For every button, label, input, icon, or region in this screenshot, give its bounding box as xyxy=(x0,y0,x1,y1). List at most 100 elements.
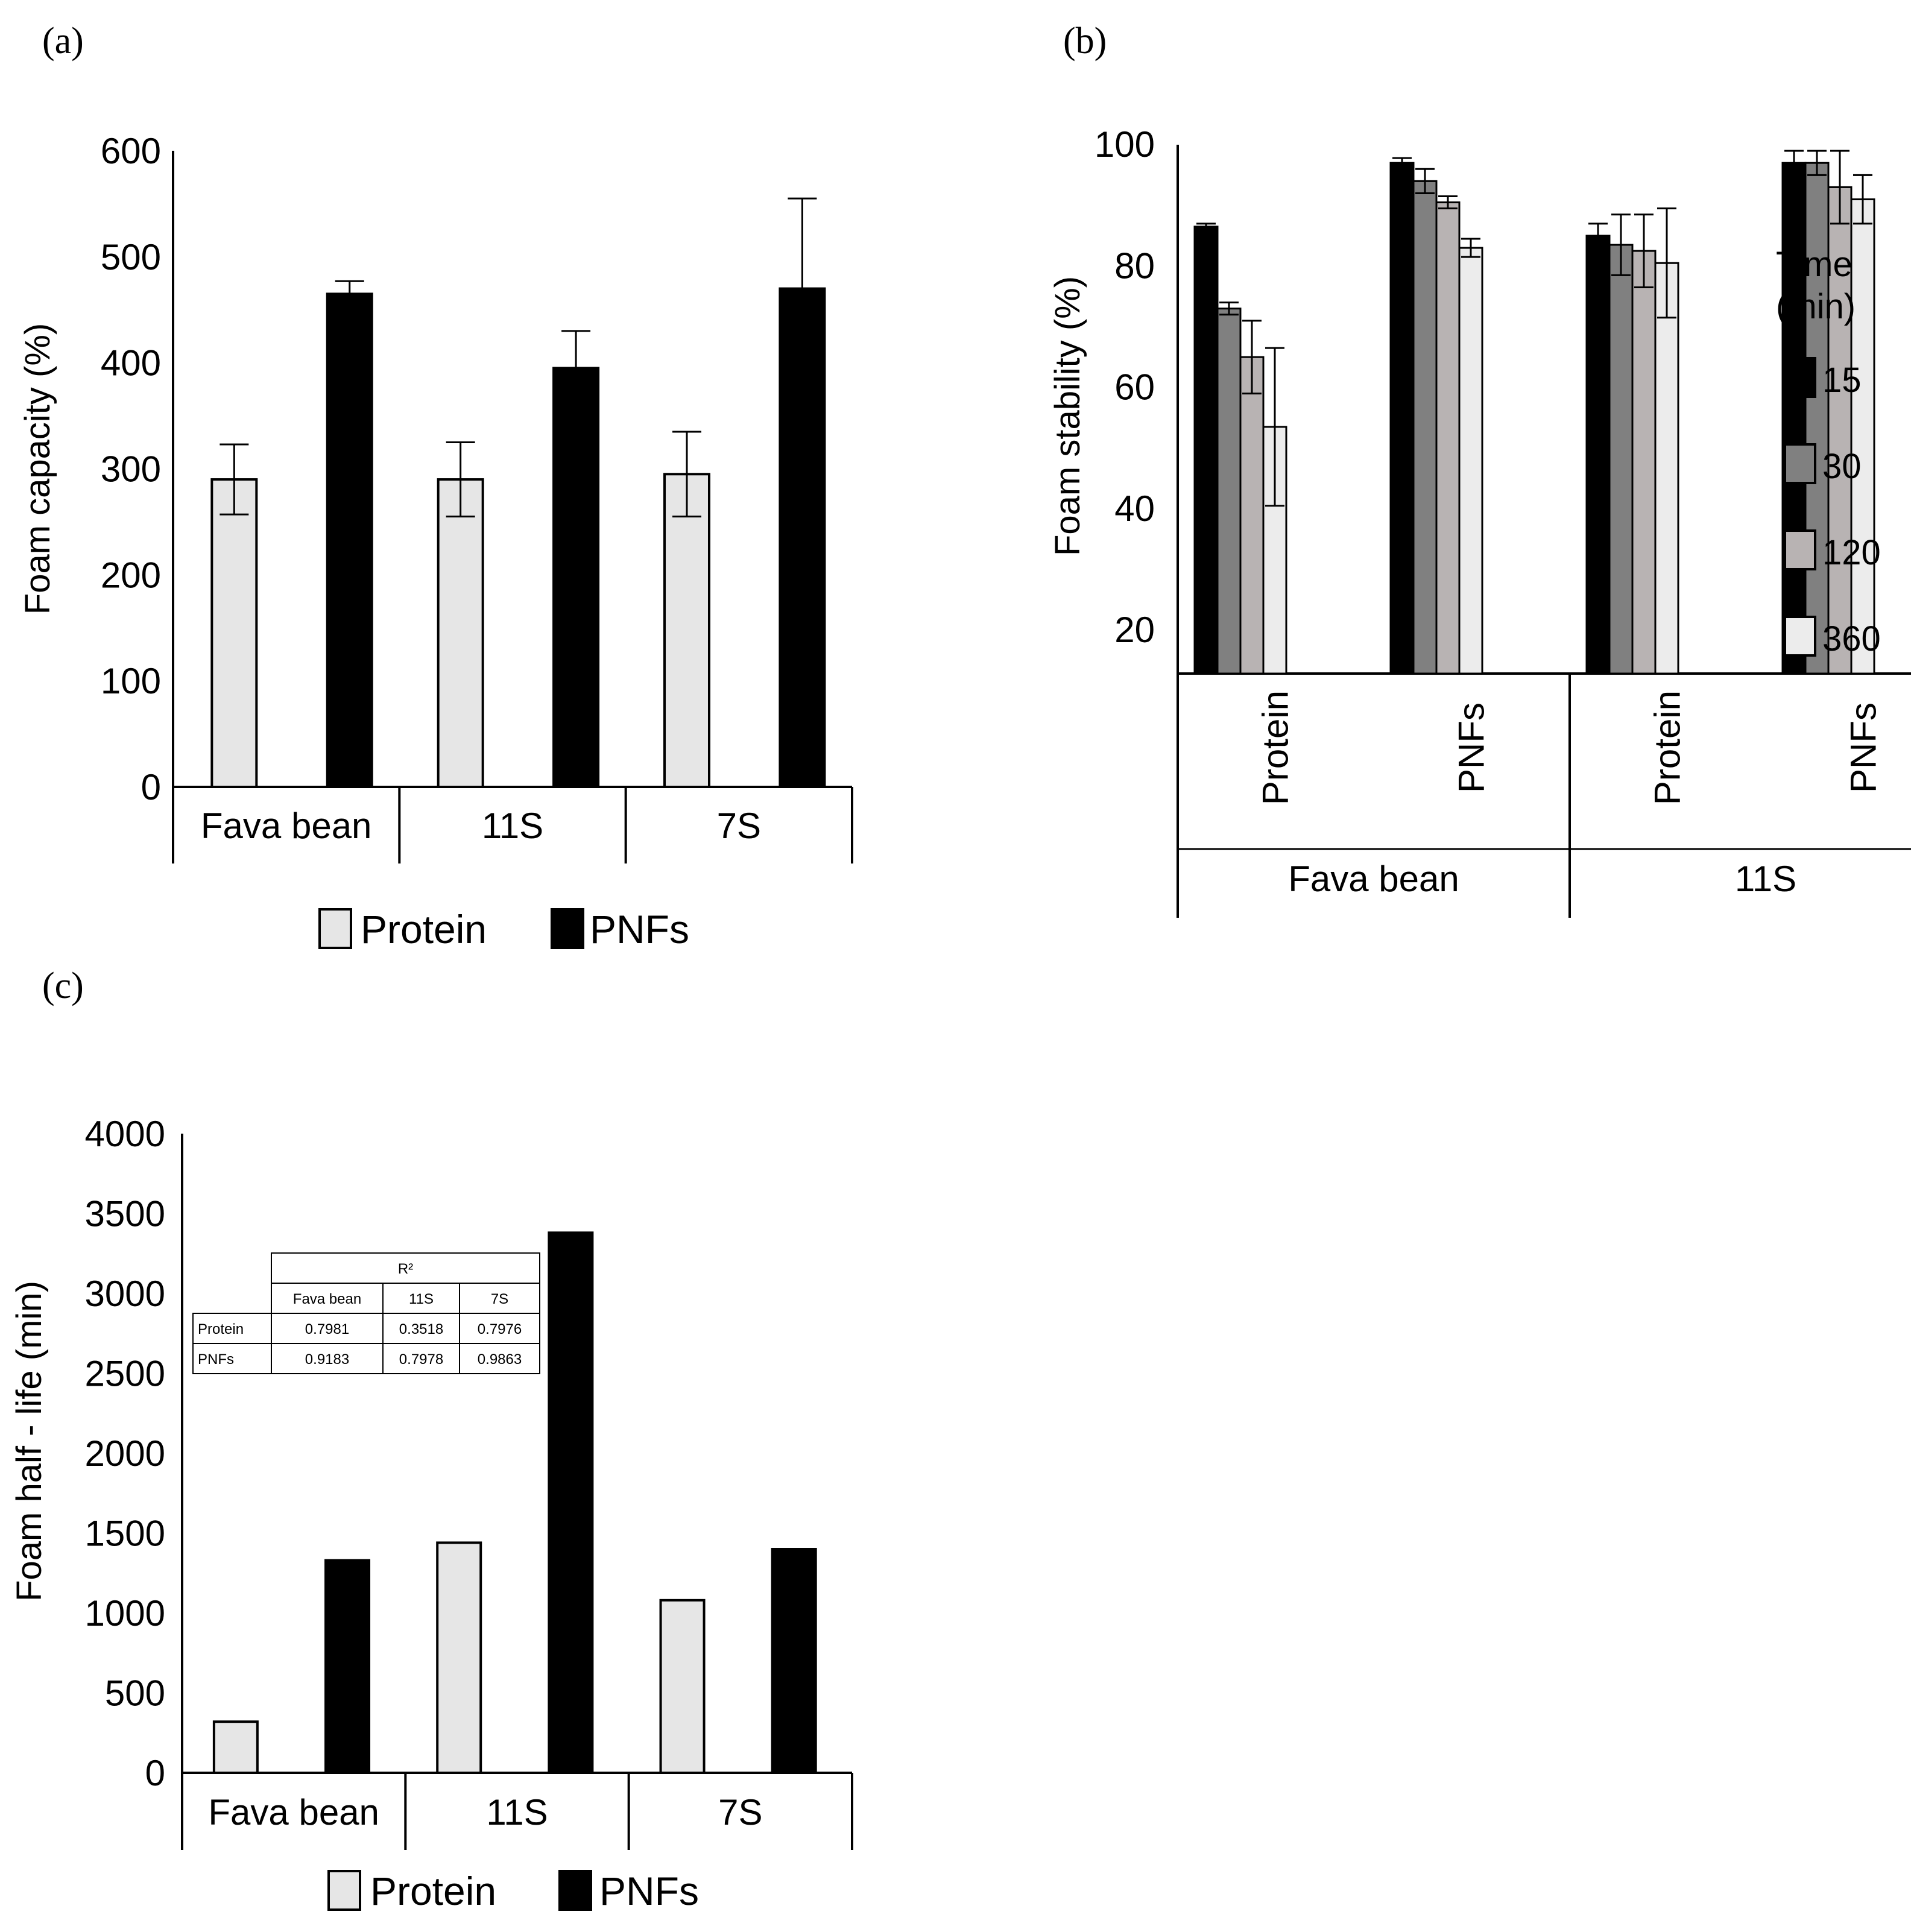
table-row-label: PNFs xyxy=(198,1351,234,1368)
legend-label-t120: 120 xyxy=(1822,533,1881,572)
legend-swatch-t360 xyxy=(1784,616,1816,657)
table-cell: 0.7978 xyxy=(399,1351,443,1368)
bar-protein-0 xyxy=(210,478,258,788)
y-tick-label: 0 xyxy=(141,767,161,807)
y-tick-label: 2500 xyxy=(85,1354,165,1394)
bar-t15-3 xyxy=(1781,162,1807,675)
bar-t15-0 xyxy=(1193,226,1219,675)
bar-pnfs-1 xyxy=(552,367,600,788)
panel-label: (c) xyxy=(42,965,84,1006)
x-category-label: Fava bean xyxy=(201,806,372,846)
y-tick-label: 400 xyxy=(101,343,161,384)
bar-t120-0 xyxy=(1239,356,1265,675)
bar-pnfs-1 xyxy=(548,1231,594,1775)
y-tick-label: 1500 xyxy=(85,1514,165,1554)
panel-label: (b) xyxy=(1063,21,1107,62)
legend-label-pnfs: PNFs xyxy=(599,1869,699,1913)
table-cell: 0.9183 xyxy=(305,1351,349,1368)
x-category-label: 7S xyxy=(717,806,761,846)
bar-protein-1 xyxy=(436,1541,482,1774)
legend-label-t15: 15 xyxy=(1822,361,1862,400)
bar-t30-1 xyxy=(1412,180,1438,675)
y-tick-label: 4000 xyxy=(85,1114,165,1154)
x-category-label: 7S xyxy=(718,1792,762,1833)
x-group-label: 11S xyxy=(1735,859,1796,899)
legend-title-unit: (min) xyxy=(1776,287,1856,326)
legend-swatch-t30 xyxy=(1784,443,1816,484)
legend-label-pnfs: PNFs xyxy=(590,907,689,952)
bar-pnfs-2 xyxy=(771,1548,817,1774)
y-tick-label: 500 xyxy=(101,237,161,277)
bar-t360-3 xyxy=(1850,198,1875,675)
legend-label-t360: 360 xyxy=(1822,619,1881,658)
legend-swatch-protein xyxy=(318,908,352,949)
x-group-label: Fava bean xyxy=(1288,859,1459,899)
y-tick-label: 1000 xyxy=(85,1593,165,1634)
y-tick-label: 3000 xyxy=(85,1274,165,1314)
y-tick-label: 100 xyxy=(1094,124,1155,165)
x-subgroup-label: Protein xyxy=(1256,690,1296,805)
y-tick-label: 40 xyxy=(1114,488,1155,529)
bar-t30-0 xyxy=(1216,308,1242,675)
x-category-label: 11S xyxy=(482,806,543,846)
bar-t360-1 xyxy=(1458,247,1483,675)
y-tick-label: 600 xyxy=(101,131,161,171)
x-subgroup-label: Protein xyxy=(1647,690,1688,805)
bar-pnfs-2 xyxy=(779,287,826,789)
x-subgroup-label: PNFs xyxy=(1843,702,1884,793)
y-tick-label: 60 xyxy=(1114,367,1155,408)
legend-label-protein: Protein xyxy=(361,907,487,952)
bar-t15-1 xyxy=(1389,162,1415,675)
bar-pnfs-0 xyxy=(326,292,373,788)
y-tick-label: 300 xyxy=(101,449,161,490)
table-cell: 0.7981 xyxy=(305,1321,349,1337)
bar-t15-2 xyxy=(1585,235,1611,675)
table-row-label: Protein xyxy=(198,1321,244,1337)
table-column-header: 7S xyxy=(491,1291,508,1307)
panel-label: (a) xyxy=(42,21,84,62)
bar-t30-3 xyxy=(1804,162,1830,675)
y-tick-label: 20 xyxy=(1114,610,1155,650)
bar-protein-1 xyxy=(437,478,484,788)
table-column-header: 11S xyxy=(409,1291,434,1307)
legend-swatch-pnfs xyxy=(551,908,584,949)
bar-pnfs-0 xyxy=(324,1559,371,1775)
legend-label-t30: 30 xyxy=(1822,447,1862,486)
x-category-label: 11S xyxy=(486,1792,548,1833)
panel-a-foam-capacity: (a) 0 100 200 300 400 500 600 Foam capacity (%) F… xyxy=(18,21,853,952)
table-cell: 0.3518 xyxy=(399,1321,443,1337)
x-category-label: Fava bean xyxy=(208,1792,379,1833)
r-squared-table: R² Fava bean 11S 7S Protein 0.7981 0.3518 0.797… xyxy=(192,1252,540,1374)
legend-label-protein: Protein xyxy=(370,1869,496,1913)
y-tick-label: 500 xyxy=(105,1673,165,1714)
y-tick-label: 3500 xyxy=(85,1194,165,1234)
table-cell: 0.7976 xyxy=(478,1321,522,1337)
legend-swatch-protein xyxy=(327,1870,361,1911)
bar-protein-2 xyxy=(659,1599,706,1775)
legend-swatch-pnfs xyxy=(558,1870,592,1911)
bar-t360-2 xyxy=(1654,262,1679,675)
bar-protein-0 xyxy=(212,1720,259,1774)
bar-t120-1 xyxy=(1435,201,1461,675)
y-tick-label: 200 xyxy=(101,555,161,595)
y-tick-label: 100 xyxy=(101,661,161,701)
x-subgroup-label: PNFs xyxy=(1451,702,1492,793)
panel-c-foam-half-life: (c) 0 500 1000 1500 2000 2500 3000 3500 4000 Foam … xyxy=(10,965,853,1913)
y-axis-title: Foam half - life (min) xyxy=(10,1281,49,1602)
legend-title: Time xyxy=(1776,245,1853,284)
table-title: R² xyxy=(398,1261,413,1277)
bar-t120-2 xyxy=(1631,250,1657,675)
legend-swatch-t120 xyxy=(1784,529,1816,570)
y-tick-label: 2000 xyxy=(85,1433,165,1474)
panel-b-foam-stability: (b) 20 40 60 80 100 Foam stability (%) Protein P… xyxy=(1048,21,1911,918)
bar-t30-2 xyxy=(1608,244,1634,675)
table-column-header: Fava bean xyxy=(293,1291,361,1307)
bar-protein-2 xyxy=(663,473,711,788)
y-axis-title: Foam capacity (%) xyxy=(18,323,57,614)
legend-swatch-t15 xyxy=(1784,357,1816,398)
y-tick-label: 80 xyxy=(1114,245,1155,286)
table-cell: 0.9863 xyxy=(478,1351,522,1368)
y-axis-title: Foam stability (%) xyxy=(1048,276,1087,556)
y-tick-label: 0 xyxy=(145,1753,165,1793)
